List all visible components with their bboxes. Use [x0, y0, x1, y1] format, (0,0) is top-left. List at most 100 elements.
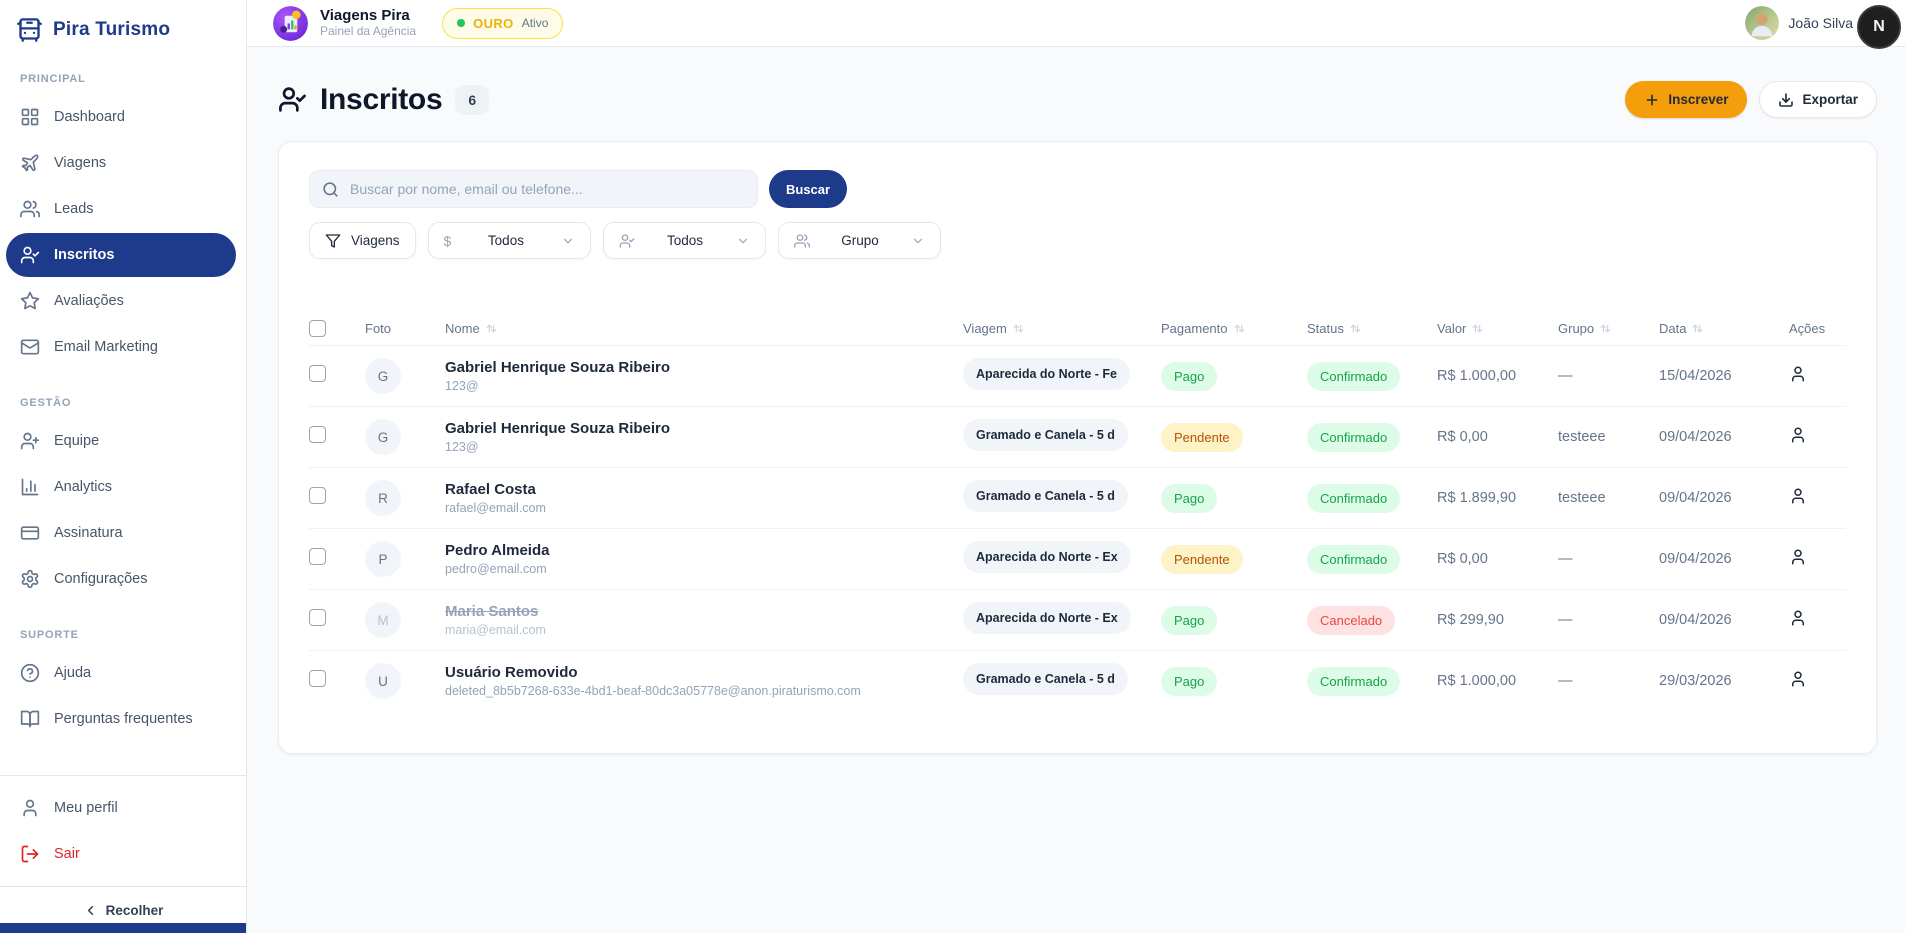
chevron-down-icon	[561, 234, 575, 248]
subscriber-email: pedro@email.com	[445, 562, 547, 576]
sidebar-item-inscritos[interactable]: Inscritos	[6, 233, 236, 277]
filter-grupo-dropdown[interactable]: Grupo	[777, 222, 941, 259]
sidebar-item-configuracoes[interactable]: Configurações	[6, 557, 236, 601]
payment-badge: Pago	[1161, 666, 1218, 696]
date-cell: 09/04/2026	[1659, 551, 1732, 567]
subscriber-name: Pedro Almeida	[445, 542, 550, 559]
view-profile-button[interactable]	[1789, 365, 1807, 383]
table-row: M Maria Santos maria@email.com Aparecida…	[309, 589, 1846, 650]
trip-chip: Aparecida do Norte - Ex	[963, 601, 1131, 634]
value-cell: R$ 0,00	[1437, 551, 1488, 567]
subscriber-email: 123@	[445, 379, 479, 393]
user-menu[interactable]: João Silva	[1745, 6, 1853, 40]
sort-icon	[1349, 322, 1362, 335]
sidebar-item-viagens[interactable]: Viagens	[6, 141, 236, 185]
inscrever-label: Inscrever	[1668, 92, 1729, 107]
column-viagem[interactable]: Viagem	[963, 321, 1161, 336]
filter-label: Viagens	[351, 233, 400, 248]
sidebar-item-label: Avaliações	[54, 293, 124, 309]
search-input[interactable]	[348, 180, 745, 198]
date-cell: 29/03/2026	[1659, 673, 1732, 689]
trip-chip: Aparecida do Norte - Ex	[963, 540, 1131, 573]
select-all-checkbox[interactable]	[309, 319, 326, 337]
column-status[interactable]: Status	[1307, 321, 1437, 336]
buscar-button[interactable]: Buscar	[769, 170, 848, 208]
active-dot-icon	[457, 19, 466, 27]
filter-pagamento-dropdown[interactable]: $ Todos	[427, 222, 591, 259]
sidebar-item-analytics[interactable]: Analytics	[6, 465, 236, 509]
subscriber-email: maria@email.com	[445, 623, 546, 637]
credit-card-icon	[20, 523, 40, 543]
exportar-button[interactable]: Exportar	[1759, 81, 1877, 118]
subscriber-email: rafael@email.com	[445, 501, 546, 515]
subscriber-name: Usuário Removido	[445, 664, 578, 681]
column-data[interactable]: Data	[1659, 321, 1789, 336]
group-cell: —	[1558, 551, 1573, 567]
avatar: G	[365, 358, 401, 394]
value-cell: R$ 1.899,90	[1437, 490, 1517, 506]
user-check-icon	[20, 245, 40, 265]
group-cell: —	[1558, 368, 1573, 384]
sidebar-item-email-marketing[interactable]: Email Marketing	[6, 325, 236, 369]
filter-label: Todos	[487, 233, 524, 248]
chevron-left-icon	[83, 903, 98, 918]
group-cell: —	[1558, 612, 1573, 628]
sidebar-item-sair[interactable]: Sair	[6, 832, 236, 876]
view-profile-button[interactable]	[1789, 548, 1807, 566]
sidebar-item-label: Meu perfil	[54, 800, 118, 816]
column-nome[interactable]: Nome	[445, 321, 963, 336]
view-profile-button[interactable]	[1789, 609, 1807, 627]
row-checkbox[interactable]	[309, 365, 326, 382]
value-cell: R$ 1.000,00	[1437, 368, 1517, 384]
section-suporte: SUPORTE	[20, 629, 79, 641]
dollar-icon: $	[443, 232, 452, 249]
sidebar-item-label: Email Marketing	[54, 339, 158, 355]
sidebar-item-label: Assinatura	[54, 525, 123, 541]
view-profile-button[interactable]	[1789, 670, 1807, 688]
sidebar-item-ajuda[interactable]: Ajuda	[6, 651, 236, 695]
logout-icon	[20, 844, 40, 864]
sidebar-item-label: Equipe	[54, 433, 100, 449]
column-pagamento[interactable]: Pagamento	[1161, 321, 1307, 336]
table-row: U Usuário Removido deleted_8b5b7268-633e…	[309, 650, 1846, 711]
user-icon	[1789, 487, 1807, 505]
row-checkbox[interactable]	[309, 548, 326, 565]
row-checkbox[interactable]	[309, 487, 326, 504]
subscriber-name: Maria Santos	[445, 603, 539, 620]
brand-logo: Pira Turismo	[0, 0, 246, 43]
filter-viagens[interactable]: Viagens	[309, 222, 416, 259]
sidebar-item-assinatura[interactable]: Assinatura	[6, 511, 236, 555]
plan-badge: OURO Ativo	[442, 7, 564, 39]
sort-icon	[1233, 322, 1246, 335]
sidebar-item-avaliacoes[interactable]: Avaliações	[6, 279, 236, 323]
payment-badge: Pendente	[1161, 544, 1243, 574]
plane-icon	[20, 153, 40, 173]
column-valor[interactable]: Valor	[1437, 321, 1558, 336]
status-badge: Confirmado	[1307, 666, 1401, 696]
dev-tools-badge[interactable]: N	[1857, 5, 1901, 49]
payment-badge: Pendente	[1161, 422, 1243, 452]
filter-row: Viagens $ Todos Todos Grupo	[309, 222, 1846, 259]
agency-info: Viagens Pira Painel da Agência OURO Ativ…	[273, 5, 564, 41]
sidebar-item-meu-perfil[interactable]: Meu perfil	[6, 786, 236, 830]
sidebar-item-perguntas-frequentes[interactable]: Perguntas frequentes	[6, 697, 236, 741]
search-icon	[322, 181, 339, 198]
agency-name: Viagens Pira	[320, 7, 410, 25]
sidebar-item-leads[interactable]: Leads	[6, 187, 236, 231]
column-grupo[interactable]: Grupo	[1558, 321, 1659, 336]
collapse-sidebar-button[interactable]: Recolher	[0, 887, 246, 933]
view-profile-button[interactable]	[1789, 426, 1807, 444]
avatar: U	[365, 663, 401, 699]
row-checkbox[interactable]	[309, 670, 326, 687]
filter-status-dropdown[interactable]: Todos	[602, 222, 766, 259]
inscrever-button[interactable]: Inscrever	[1625, 81, 1748, 118]
row-checkbox[interactable]	[309, 609, 326, 626]
value-cell: R$ 0,00	[1437, 429, 1488, 445]
sidebar-item-dashboard[interactable]: Dashboard	[6, 95, 236, 139]
sidebar-item-equipe[interactable]: Equipe	[6, 419, 236, 463]
view-profile-button[interactable]	[1789, 487, 1807, 505]
row-checkbox[interactable]	[309, 426, 326, 443]
filter-label: Grupo	[841, 233, 879, 248]
subscriber-email: 123@	[445, 440, 479, 454]
sort-icon	[1012, 322, 1025, 335]
